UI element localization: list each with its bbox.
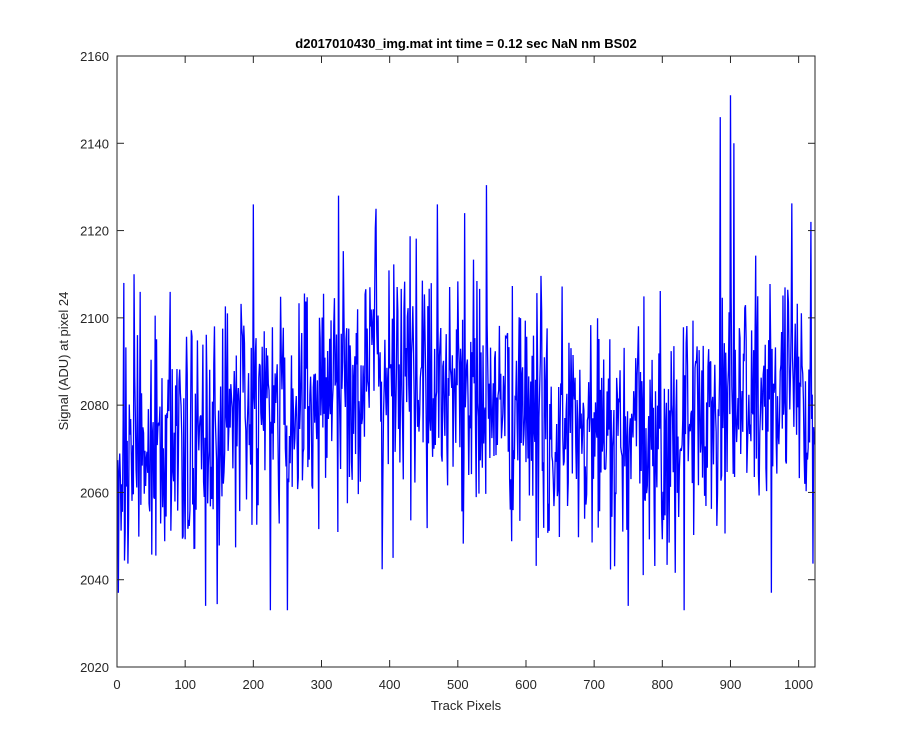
series-layer — [117, 95, 815, 611]
y-tick-label: 2120 — [80, 224, 109, 239]
series-line-signal — [117, 95, 815, 611]
x-axis-label: Track Pixels — [431, 698, 502, 713]
y-tick-label: 2040 — [80, 573, 109, 588]
axes-box — [116, 55, 816, 668]
y-tick-label: 2140 — [80, 136, 109, 151]
x-tick-label: 500 — [447, 677, 469, 692]
x-tick-label: 1000 — [784, 677, 813, 692]
y-tick-label: 2060 — [80, 485, 109, 500]
x-tick-label: 100 — [174, 677, 196, 692]
y-tick-label: 2100 — [80, 311, 109, 326]
x-tick-label: 0 — [113, 677, 120, 692]
x-tick-label: 200 — [242, 677, 264, 692]
x-tick-label: 900 — [720, 677, 742, 692]
y-tick-label: 2080 — [80, 398, 109, 413]
y-axis-ticks: 2020 2040 2060 2080 2100 2120 2140 2160 — [80, 49, 815, 675]
x-tick-label: 700 — [583, 677, 605, 692]
x-tick-label: 800 — [651, 677, 673, 692]
x-tick-label: 600 — [515, 677, 537, 692]
x-axis-ticks: 0 100 200 300 400 500 600 700 800 900 1000 — [113, 56, 813, 692]
x-tick-label: 300 — [311, 677, 333, 692]
chart-title: d2017010430_img.mat int time = 0.12 sec … — [295, 36, 636, 51]
y-axis-label: Signal (ADU) at pixel 24 — [56, 292, 71, 431]
y-tick-label: 2020 — [80, 660, 109, 675]
y-tick-label: 2160 — [80, 49, 109, 64]
x-tick-label: 400 — [379, 677, 401, 692]
